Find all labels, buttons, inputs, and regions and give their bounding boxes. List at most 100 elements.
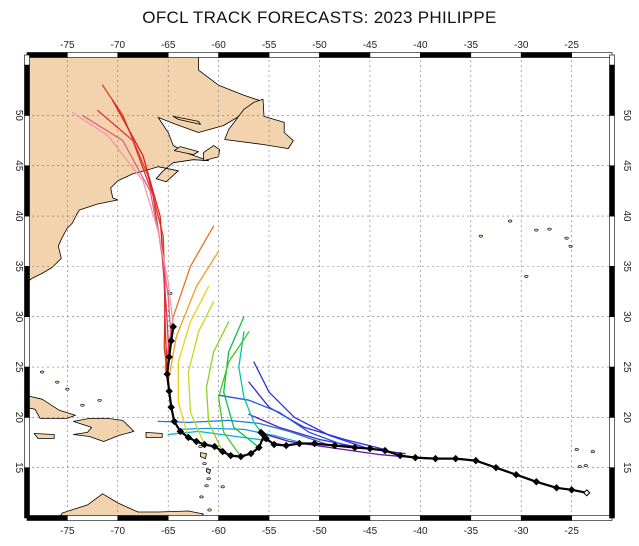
martinique (206, 468, 211, 475)
longitude-label-bottom: -45 (363, 526, 378, 537)
forecast-track-line (238, 331, 267, 440)
best-track-marker (163, 370, 171, 378)
latitude-label-right: 15 (621, 462, 632, 474)
small-island (199, 495, 204, 499)
frame-bar-segment (24, 215, 30, 267)
forecast-track-line (258, 431, 427, 460)
best-track-marker (567, 486, 576, 494)
longitude-label-top: -35 (464, 40, 479, 51)
frame-bar-segment (520, 52, 572, 58)
best-track-marker (227, 451, 235, 460)
frame-bar-segment (571, 52, 613, 58)
frame-bar-segment (609, 54, 615, 66)
longitude-label-bottom: -30 (514, 526, 529, 537)
best-track-marker (167, 337, 175, 345)
longitude-label-bottom: -25 (564, 526, 579, 537)
frame-bar-segment (26, 515, 68, 521)
forecast-track-line (177, 285, 210, 439)
best-track-marker (200, 440, 209, 449)
small-island (577, 465, 582, 469)
longitude-label-bottom: -60 (211, 526, 226, 537)
frame-bar-segment (609, 215, 615, 267)
best-track-marker (492, 463, 500, 472)
best-track-marker (260, 431, 268, 440)
frame-bar-segment (420, 52, 472, 58)
best-track-marker (512, 471, 520, 479)
longitude-label-top: -40 (413, 40, 428, 51)
best-track-marker (237, 452, 245, 461)
latitude-label-right: 50 (621, 110, 632, 122)
best-track-marker (255, 443, 263, 452)
best-track-marker (170, 417, 178, 426)
best-track-marker (532, 478, 541, 486)
frame-bar-segment (268, 52, 320, 58)
small-island (65, 387, 70, 391)
frame-bar-segment (571, 515, 613, 521)
longitude-label-top: -55 (262, 40, 277, 51)
forecast-track-line (167, 430, 287, 447)
small-island (478, 234, 483, 238)
best-track-marker (366, 444, 374, 453)
frame-bar-segment (420, 515, 472, 521)
forecast-track-line (101, 84, 170, 392)
longitude-label-top: -60 (211, 40, 226, 51)
latitude-label-right: 35 (621, 261, 632, 273)
best-track-marker (165, 387, 173, 395)
best-track-marker (167, 403, 175, 411)
latitude-label-right: 20 (621, 412, 632, 424)
longitude-label-top: -30 (514, 40, 529, 51)
best-track-marker (451, 454, 460, 463)
jamaica (33, 433, 55, 439)
forecast-track-line (253, 361, 366, 449)
small-island (590, 450, 595, 453)
small-island (583, 464, 588, 468)
forecast-track-line (112, 99, 168, 375)
graticule (27, 55, 612, 518)
forecast-tracks (71, 84, 427, 460)
map-title: OFCL TRACK FORECASTS: 2023 PHILIPPE (142, 8, 497, 27)
latitude-label-right: 30 (621, 311, 632, 323)
longitude-label-bottom: -40 (413, 526, 428, 537)
longitude-label-top: -70 (111, 40, 126, 51)
latitude-label-left: 30 (13, 311, 24, 323)
forecast-track-line (71, 111, 174, 328)
frame-bar-segment (470, 515, 522, 521)
small-island (508, 219, 513, 223)
small-island (55, 380, 60, 384)
small-island (524, 275, 529, 278)
longitude-label-top: -50 (312, 40, 327, 51)
best-track-marker (184, 433, 193, 442)
small-island (40, 370, 45, 374)
frame-bar-segment (609, 316, 615, 368)
best-track-marker (330, 441, 339, 450)
anticosti-island (172, 116, 201, 125)
longitude-label-top: -65 (161, 40, 176, 51)
longitude-label-bottom: -70 (111, 526, 126, 537)
latitude-label-left: 50 (13, 110, 24, 122)
forecast-track-line (217, 394, 346, 447)
latitude-label-left: 45 (13, 160, 24, 172)
best-track-marker (295, 439, 304, 448)
small-island (202, 462, 207, 466)
frame-bar-segment (24, 165, 30, 217)
puerto-rico (145, 432, 163, 438)
frame-bar-segment (609, 417, 615, 468)
frame-bar-segment (24, 417, 30, 468)
frame-bar-segment (117, 52, 169, 58)
frame-bar-segment (369, 515, 421, 521)
frame-bar-segment (609, 115, 615, 167)
best-track-marker (351, 443, 359, 452)
small-island (97, 398, 102, 402)
frame-bars (24, 52, 615, 521)
frame-bar-segment (218, 52, 270, 58)
frame-bar-segment (167, 515, 219, 521)
latitude-label-left: 40 (13, 210, 24, 222)
frame-bar-segment (609, 165, 615, 217)
best-track-marker (270, 440, 278, 449)
frame-bar-segment (470, 52, 522, 58)
frame-bar-segment (24, 366, 30, 418)
best-track-marker (310, 439, 319, 448)
frame-bar-segment (609, 64, 615, 116)
frame-bar-segment (24, 467, 30, 519)
frame-bar-segment (67, 515, 119, 521)
